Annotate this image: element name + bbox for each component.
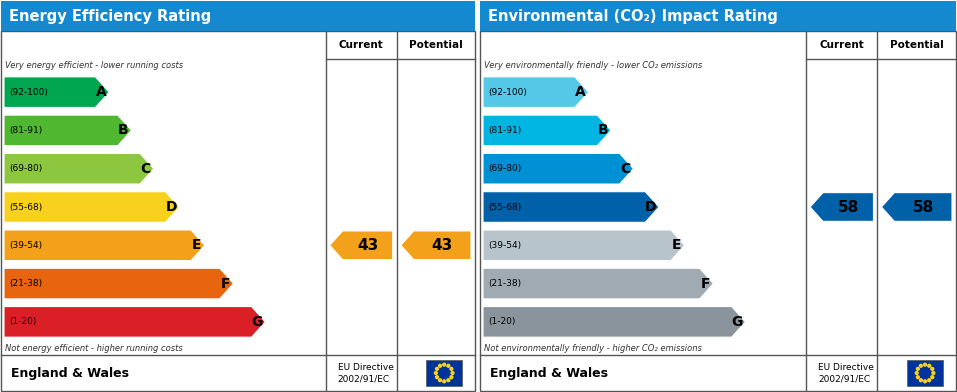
- Polygon shape: [881, 192, 952, 221]
- Text: A: A: [575, 85, 586, 99]
- Text: (69-80): (69-80): [488, 164, 522, 173]
- Circle shape: [920, 379, 923, 382]
- Circle shape: [450, 376, 453, 379]
- Polygon shape: [4, 307, 265, 337]
- Circle shape: [438, 365, 441, 367]
- Circle shape: [451, 372, 454, 374]
- Text: (92-100): (92-100): [9, 88, 48, 97]
- Polygon shape: [810, 192, 874, 221]
- Circle shape: [435, 376, 438, 379]
- Text: D: D: [166, 200, 177, 214]
- Text: G: G: [731, 315, 743, 329]
- Text: (69-80): (69-80): [9, 164, 42, 173]
- Text: (81-91): (81-91): [9, 126, 42, 135]
- Text: (92-100): (92-100): [488, 88, 527, 97]
- Bar: [480, 1, 956, 31]
- Text: (1-20): (1-20): [488, 318, 516, 327]
- Text: Not energy efficient - higher running costs: Not energy efficient - higher running co…: [5, 344, 183, 353]
- Circle shape: [447, 365, 450, 367]
- Bar: [1, 31, 475, 391]
- Polygon shape: [483, 268, 713, 299]
- Text: F: F: [701, 277, 710, 290]
- Text: E: E: [191, 238, 201, 252]
- Text: 58: 58: [913, 200, 934, 214]
- Text: Current: Current: [339, 40, 384, 50]
- Text: (1-20): (1-20): [9, 318, 36, 327]
- Text: (55-68): (55-68): [488, 203, 522, 212]
- Polygon shape: [483, 230, 684, 261]
- Text: England & Wales: England & Wales: [490, 367, 608, 379]
- Text: Current: Current: [819, 40, 864, 50]
- Text: B: B: [597, 123, 608, 138]
- Circle shape: [931, 367, 934, 370]
- Circle shape: [924, 363, 926, 366]
- Text: C: C: [141, 162, 150, 176]
- Polygon shape: [483, 153, 634, 184]
- Text: (81-91): (81-91): [488, 126, 522, 135]
- Text: England & Wales: England & Wales: [11, 367, 129, 379]
- Circle shape: [443, 380, 446, 383]
- Text: Potential: Potential: [409, 40, 463, 50]
- Text: E: E: [672, 238, 681, 252]
- Text: Environmental (CO₂) Impact Rating: Environmental (CO₂) Impact Rating: [488, 9, 778, 24]
- Bar: [907, 360, 944, 386]
- Circle shape: [924, 380, 926, 383]
- Circle shape: [443, 363, 446, 366]
- Polygon shape: [330, 231, 392, 260]
- Circle shape: [917, 367, 920, 370]
- Circle shape: [435, 367, 438, 370]
- Text: 43: 43: [357, 238, 378, 253]
- Text: Not environmentally friendly - higher CO₂ emissions: Not environmentally friendly - higher CO…: [484, 344, 701, 353]
- Circle shape: [450, 367, 453, 370]
- Circle shape: [932, 372, 935, 374]
- Circle shape: [438, 379, 441, 382]
- Bar: [426, 360, 462, 386]
- Text: 58: 58: [837, 200, 858, 214]
- Text: Potential: Potential: [890, 40, 944, 50]
- Text: (39-54): (39-54): [9, 241, 42, 250]
- Circle shape: [927, 365, 930, 367]
- Circle shape: [434, 372, 437, 374]
- Circle shape: [915, 372, 918, 374]
- Polygon shape: [483, 307, 746, 337]
- Polygon shape: [4, 153, 154, 184]
- Bar: [1, 1, 475, 31]
- Polygon shape: [4, 115, 131, 146]
- Polygon shape: [483, 192, 659, 222]
- Text: A: A: [96, 85, 106, 99]
- Polygon shape: [4, 230, 205, 261]
- Text: EU Directive
2002/91/EC: EU Directive 2002/91/EC: [338, 363, 393, 383]
- Polygon shape: [483, 77, 589, 107]
- Bar: [480, 31, 956, 391]
- Circle shape: [931, 376, 934, 379]
- Text: B: B: [118, 123, 128, 138]
- Polygon shape: [483, 115, 611, 146]
- Text: C: C: [620, 162, 631, 176]
- Polygon shape: [4, 77, 109, 107]
- Polygon shape: [4, 268, 234, 299]
- Text: Very environmentally friendly - lower CO₂ emissions: Very environmentally friendly - lower CO…: [484, 61, 702, 70]
- Text: (21-38): (21-38): [488, 279, 522, 288]
- Text: (21-38): (21-38): [9, 279, 42, 288]
- Circle shape: [920, 365, 923, 367]
- Polygon shape: [4, 192, 179, 222]
- Text: D: D: [645, 200, 657, 214]
- Text: (55-68): (55-68): [9, 203, 42, 212]
- Text: G: G: [252, 315, 263, 329]
- Text: Energy Efficiency Rating: Energy Efficiency Rating: [9, 9, 211, 24]
- Circle shape: [927, 379, 930, 382]
- Circle shape: [917, 376, 920, 379]
- Text: (39-54): (39-54): [488, 241, 522, 250]
- Text: Very energy efficient - lower running costs: Very energy efficient - lower running co…: [5, 61, 183, 70]
- Text: F: F: [220, 277, 230, 290]
- Polygon shape: [401, 231, 471, 260]
- Circle shape: [447, 379, 450, 382]
- Text: EU Directive
2002/91/EC: EU Directive 2002/91/EC: [818, 363, 874, 383]
- Text: 43: 43: [432, 238, 453, 253]
